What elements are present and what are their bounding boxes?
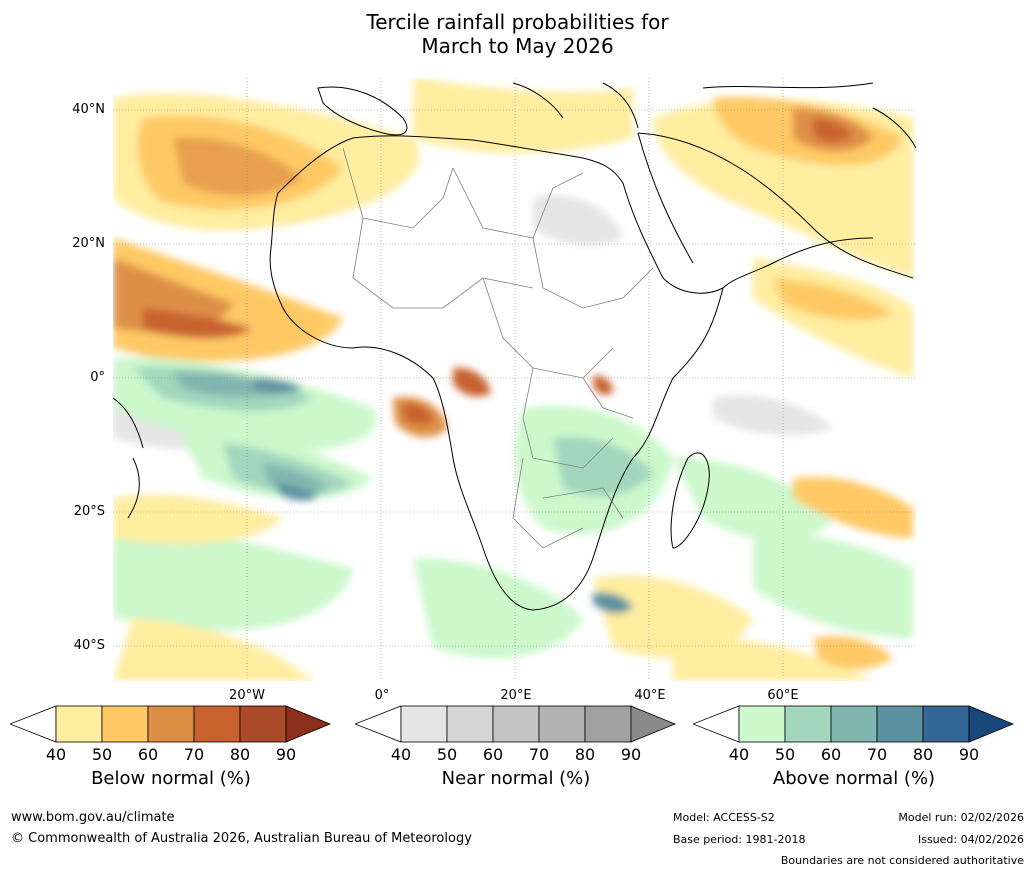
graticule xyxy=(113,78,916,681)
tick: 40 xyxy=(728,745,750,764)
lon-label-20w: 20°W xyxy=(229,688,265,703)
colorbar-segment xyxy=(830,705,878,743)
tick: 50 xyxy=(774,745,796,764)
tick: 50 xyxy=(436,745,458,764)
copyright-text: © Commonwealth of Australia 2026, Austra… xyxy=(11,831,472,846)
colorbar-segment xyxy=(193,705,241,743)
model-name: Model: ACCESS-S2 xyxy=(673,811,775,824)
base-period: Base period: 1981-2018 xyxy=(673,833,806,846)
colorbar-segment xyxy=(147,705,195,743)
above-normal-label: Above normal (%) xyxy=(772,768,936,789)
colorbar-extend-high xyxy=(968,705,1015,743)
colorbar-segment xyxy=(784,705,832,743)
near-normal-label: Near normal (%) xyxy=(441,768,591,789)
tick: 40 xyxy=(390,745,412,764)
colorbar-extend-low xyxy=(355,705,402,743)
lon-label-40e: 40°E xyxy=(634,688,666,703)
tick: 90 xyxy=(275,745,297,764)
colorbar-segment xyxy=(446,705,494,743)
model-run-date: Model run: 02/02/2026 xyxy=(898,811,1024,824)
rainfall-probability-map xyxy=(113,78,916,681)
lon-label-60e: 60°E xyxy=(767,688,799,703)
map-canvas xyxy=(113,78,916,681)
colorbar-segment xyxy=(584,705,632,743)
boundaries-disclaimer: Boundaries are not considered authoritat… xyxy=(780,854,1024,867)
tick: 70 xyxy=(866,745,888,764)
lat-label-equator: 0° xyxy=(90,370,105,385)
issued-date: Issued: 04/02/2026 xyxy=(917,833,1024,846)
website-link[interactable]: www.bom.gov.au/climate xyxy=(11,810,175,825)
colorbar-segment xyxy=(738,705,786,743)
lat-label-20s: 20°S xyxy=(73,504,105,519)
tick: 90 xyxy=(958,745,980,764)
lat-label-20n: 20°N xyxy=(72,236,105,251)
colorbar-segment xyxy=(400,705,448,743)
colorbar-extend-high xyxy=(630,705,677,743)
colorbar-segment xyxy=(239,705,287,743)
below-normal-colorbar xyxy=(10,705,332,743)
tick: 70 xyxy=(528,745,550,764)
colorbar-segment xyxy=(922,705,970,743)
country-borders xyxy=(342,147,654,549)
colorbar-extend-low xyxy=(10,705,57,743)
lat-label-40n: 40°N xyxy=(72,102,105,117)
tick: 70 xyxy=(183,745,205,764)
title-line-1: Tercile rainfall probabilities for xyxy=(366,10,669,34)
colorbar-extend-high xyxy=(285,705,332,743)
tick: 60 xyxy=(137,745,159,764)
colorbar-segment xyxy=(101,705,149,743)
coastlines xyxy=(113,82,916,611)
title-line-2: March to May 2026 xyxy=(421,34,614,58)
below-normal-label: Below normal (%) xyxy=(91,768,251,789)
tick: 50 xyxy=(91,745,113,764)
above-normal-colorbar xyxy=(693,705,1015,743)
colorbar-segment xyxy=(876,705,924,743)
colorbar-segment xyxy=(492,705,540,743)
tick: 80 xyxy=(574,745,596,764)
tick: 80 xyxy=(912,745,934,764)
colorbar-segment xyxy=(55,705,103,743)
colorbar-extend-low xyxy=(693,705,740,743)
probability-shading xyxy=(113,78,913,681)
map-title: Tercile rainfall probabilities for March… xyxy=(0,10,1035,58)
lon-label-20e: 20°E xyxy=(500,688,532,703)
tick: 40 xyxy=(45,745,67,764)
tick: 60 xyxy=(820,745,842,764)
near-normal-colorbar xyxy=(355,705,677,743)
lat-label-40s: 40°S xyxy=(73,638,105,653)
tick: 90 xyxy=(620,745,642,764)
colorbar-segment xyxy=(538,705,586,743)
tick: 80 xyxy=(229,745,251,764)
lon-label-0: 0° xyxy=(374,688,390,703)
tick: 60 xyxy=(482,745,504,764)
